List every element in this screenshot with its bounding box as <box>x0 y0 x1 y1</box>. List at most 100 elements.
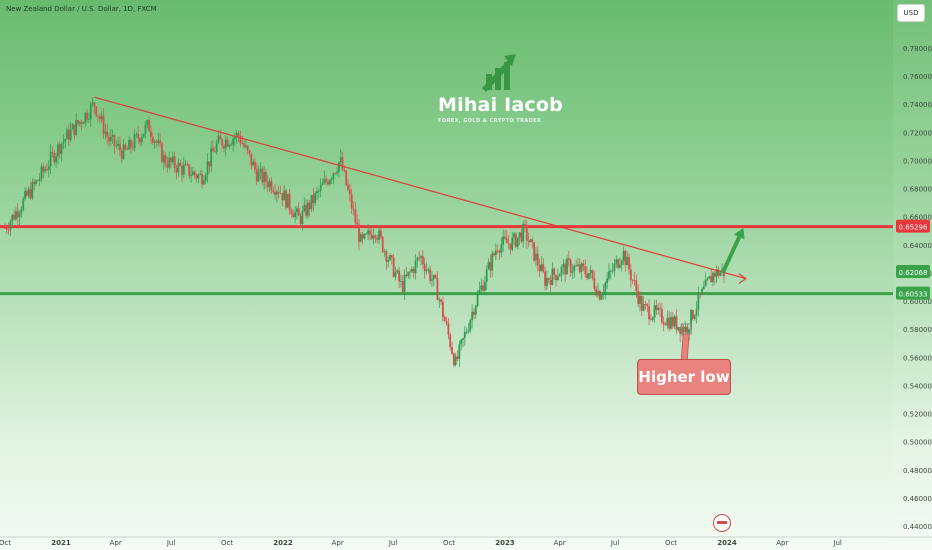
candle-body <box>657 307 660 311</box>
candle-body <box>431 279 433 281</box>
candle-body <box>305 204 307 216</box>
candle-body <box>629 269 632 280</box>
candle-body <box>88 118 90 120</box>
candle-body <box>602 291 605 295</box>
candle-body <box>215 142 218 152</box>
candle-body <box>376 237 379 240</box>
candle-body <box>36 180 39 182</box>
watermark-name: Mihai Iacob <box>438 94 563 116</box>
candle-body <box>443 317 446 322</box>
candle-body <box>95 106 98 116</box>
candle-body <box>173 156 176 168</box>
candle-body <box>341 157 344 171</box>
candle-body <box>102 115 105 134</box>
candle-body <box>182 165 185 175</box>
candle-body <box>104 131 107 134</box>
candle-body <box>573 265 576 272</box>
candle-body <box>615 259 618 264</box>
candle-body <box>113 134 116 146</box>
candle-body <box>84 112 87 124</box>
x-tick-label: 2024 <box>717 539 737 547</box>
candle-body <box>5 228 8 230</box>
candle-body <box>454 356 457 366</box>
candle-body <box>410 268 413 272</box>
projection-arrow-head <box>733 227 745 240</box>
candle-body <box>458 344 461 359</box>
candle-body <box>555 275 557 280</box>
candle-body <box>80 121 83 124</box>
candle-body <box>40 166 43 179</box>
x-tick-label: 2023 <box>495 539 515 547</box>
candle-body <box>62 141 65 144</box>
candle-body <box>168 157 171 168</box>
candle-body <box>7 229 10 231</box>
candle-body <box>334 173 337 174</box>
candle-body <box>190 175 193 177</box>
candle-body <box>133 134 136 149</box>
candle-body <box>447 323 450 335</box>
price-label-text: 0.62068 <box>899 269 928 277</box>
candle-body <box>403 274 406 292</box>
candle-body <box>379 230 382 237</box>
candle-body <box>642 303 645 311</box>
candle-body <box>159 140 161 144</box>
candle-body <box>186 164 189 165</box>
candle-body <box>686 326 689 333</box>
y-tick-label: 0.66000 <box>903 214 932 222</box>
candle-body <box>524 223 526 226</box>
candle-body <box>230 144 233 146</box>
candle-body <box>128 140 130 150</box>
candle-body <box>681 326 683 334</box>
candle-body <box>606 278 609 283</box>
candle-body <box>637 290 640 304</box>
symbol-title: New Zealand Dollar / U.S. Dollar, 1D, FX… <box>6 5 157 13</box>
candle-body <box>660 308 663 323</box>
y-tick-label: 0.76000 <box>903 73 932 81</box>
candle-body <box>498 250 501 253</box>
candle-body <box>427 269 430 271</box>
candle-body <box>387 259 390 262</box>
candle-body <box>719 272 722 276</box>
candle-body <box>529 239 532 243</box>
candle-body <box>243 143 245 147</box>
candle-body <box>370 234 373 239</box>
candle-body <box>504 236 506 239</box>
candle-body <box>4 227 6 229</box>
candle-body <box>385 251 388 262</box>
candle-body <box>666 317 669 326</box>
candle-body <box>144 124 147 134</box>
candle-body <box>436 277 439 301</box>
candle-body <box>265 172 267 182</box>
candle-body <box>584 266 587 274</box>
candle-body <box>538 265 541 271</box>
candle-body <box>261 168 264 183</box>
candle-body <box>285 190 287 208</box>
candle-body <box>420 256 422 258</box>
candle-body <box>365 233 368 235</box>
candle-body <box>24 190 26 199</box>
candle-body <box>536 253 539 266</box>
candle-body <box>505 238 508 244</box>
candle-body <box>35 180 37 184</box>
candle-body <box>98 116 101 120</box>
candle-body <box>586 273 588 279</box>
x-tick-label: Apr <box>110 539 122 547</box>
candle-body <box>527 240 530 243</box>
candle-body <box>604 282 607 292</box>
candle-body <box>407 271 410 277</box>
candle-body <box>15 211 17 220</box>
candle-body <box>33 182 36 184</box>
candle-body <box>502 236 505 245</box>
candle-body <box>710 276 713 283</box>
candle-body <box>239 135 242 144</box>
candle-body <box>547 278 550 281</box>
candle-body <box>462 338 464 340</box>
currency-button[interactable]: USD <box>897 4 925 22</box>
y-tick-label: 0.64000 <box>903 242 932 250</box>
candle-body <box>206 161 209 176</box>
candle-body <box>525 225 528 241</box>
candle-body <box>639 296 641 304</box>
candle-body <box>237 132 240 136</box>
candle-body <box>86 112 89 120</box>
